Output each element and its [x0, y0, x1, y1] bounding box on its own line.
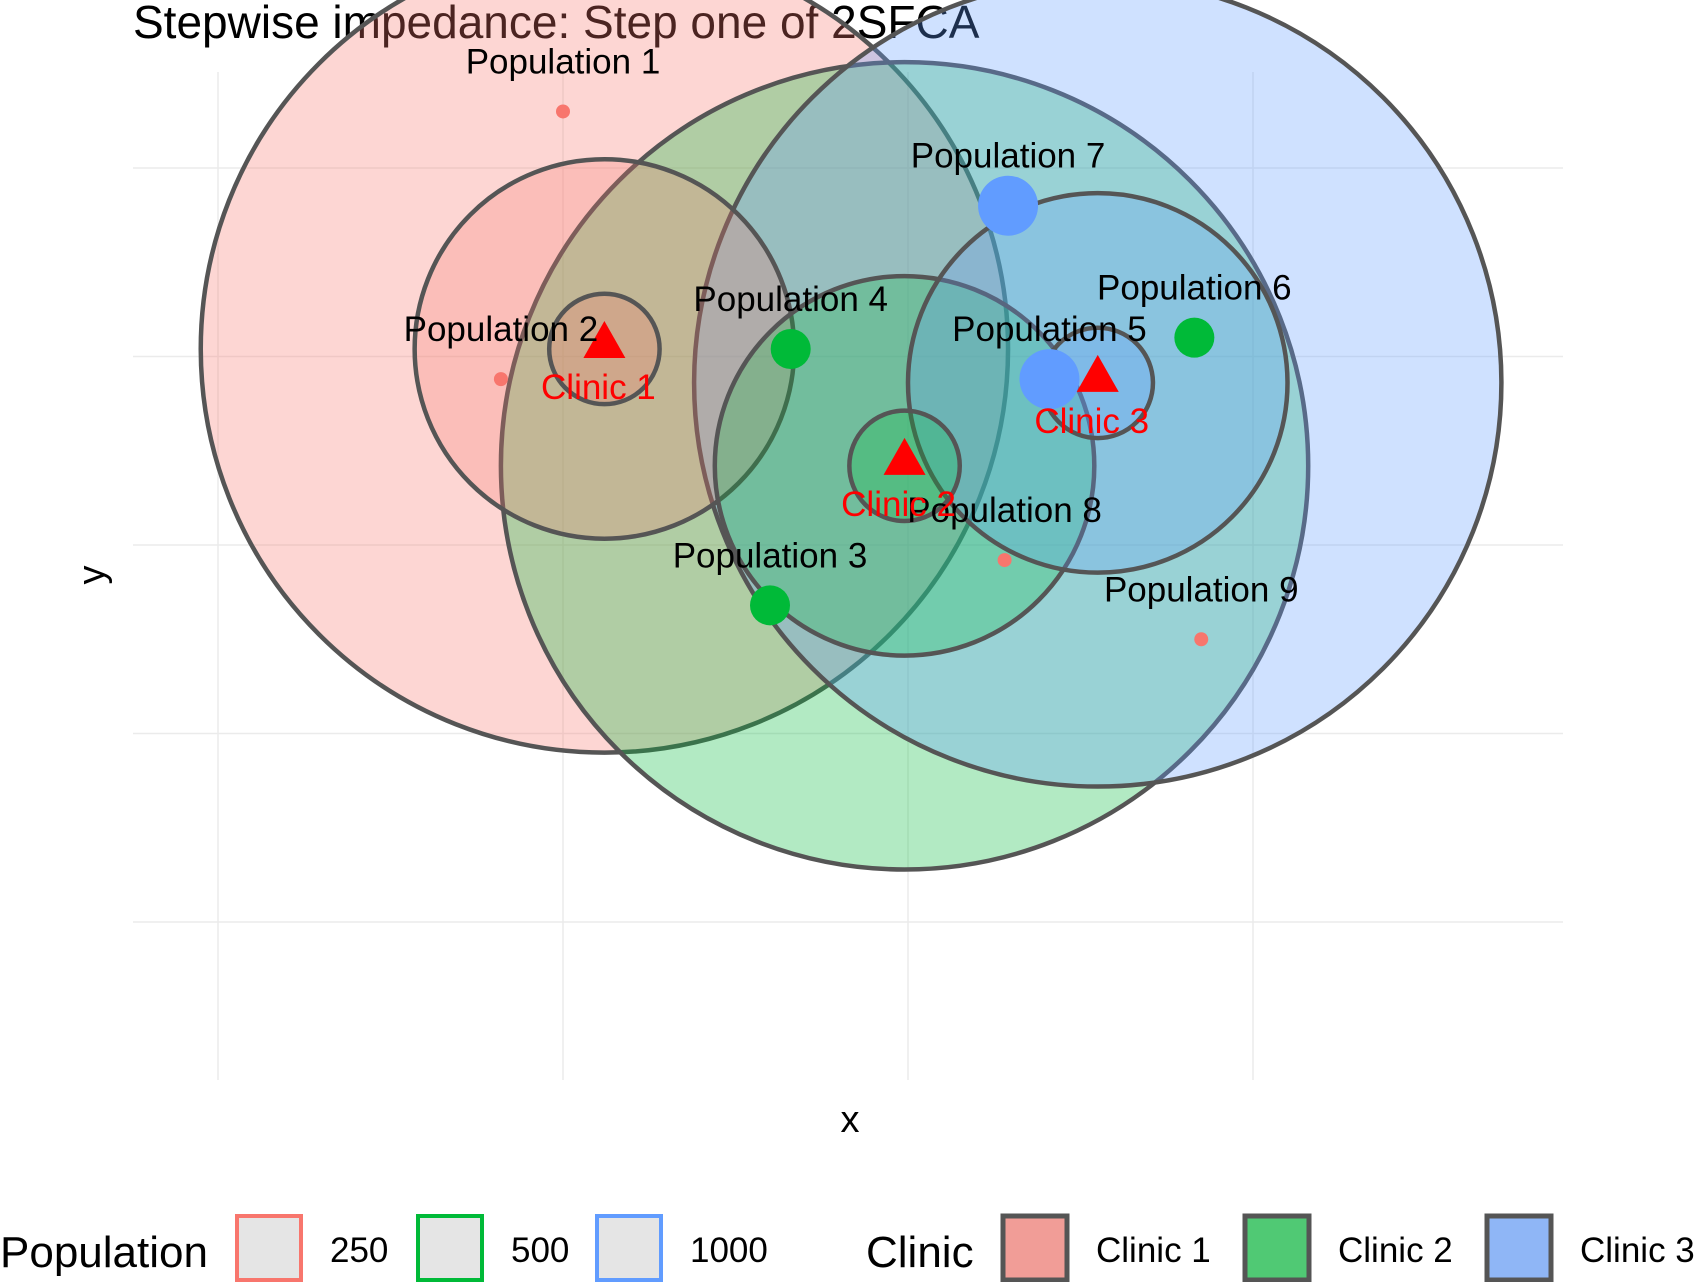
- legend-population-label-500: 500: [511, 1231, 569, 1270]
- clinic-marker-1: [583, 320, 626, 358]
- legend-population-label-250: 250: [330, 1231, 388, 1270]
- population-point-8: [997, 553, 1012, 568]
- population-label-1: Population 1: [466, 42, 661, 81]
- clinic-labels: Clinic 1 Clinic 2 Clinic 3: [541, 368, 1149, 524]
- clinic-label-1: Clinic 1: [541, 368, 656, 407]
- population-point-9: [1194, 632, 1209, 647]
- population-label-9: Population 9: [1104, 570, 1299, 609]
- chart-title: Stepwise impedance: Step one of 2SFCA: [133, 0, 980, 48]
- legend-clinic-key-2: [1242, 1213, 1312, 1282]
- population-point-2: [493, 372, 508, 387]
- population-points: [493, 104, 1215, 647]
- legend-clinic-keys: Clinic 1 Clinic 2 Clinic 3: [1000, 1213, 1695, 1282]
- legend-clinic-label-3: Clinic 3: [1580, 1231, 1695, 1270]
- population-labels: Population 1 Population 2 Population 3 Popu…: [404, 42, 1299, 609]
- legend-clinic-key-3: [1484, 1213, 1554, 1282]
- legend-title-clinic: Clinic: [866, 1228, 974, 1277]
- population-point-6: [1174, 317, 1215, 358]
- population-label-5: Population 5: [952, 310, 1147, 349]
- legend-clinic-label-1: Clinic 1: [1096, 1231, 1211, 1270]
- legend-population-label-1000: 1000: [690, 1231, 768, 1270]
- legend-clinic-label-2: Clinic 2: [1338, 1231, 1453, 1270]
- clinic-1-radius-ring-3: [198, 0, 1011, 755]
- y-axis-label: y: [71, 566, 113, 585]
- population-point-4: [770, 328, 811, 369]
- legend-title-population: Population: [0, 1228, 208, 1277]
- population-label-3: Population 3: [673, 536, 868, 575]
- x-axis-label: x: [841, 1099, 860, 1141]
- population-point-1: [556, 104, 570, 119]
- clinic-label-2: Clinic 2: [841, 485, 956, 524]
- population-label-8: Population 8: [907, 491, 1102, 530]
- population-label-2: Population 2: [404, 310, 599, 349]
- population-point-5: [1019, 349, 1080, 410]
- clinic-3-radius-ring-3: [691, 0, 1504, 789]
- clinic-label-3: Clinic 3: [1034, 402, 1149, 441]
- legend-clinic-key-1: [1000, 1213, 1070, 1282]
- legend-population-key-1000: [595, 1214, 663, 1282]
- population-point-3: [750, 585, 790, 626]
- population-label-4: Population 4: [693, 280, 888, 319]
- legend-population-keys: 250 500 1000: [235, 1214, 768, 1282]
- legend-population-key-250: [235, 1214, 303, 1282]
- population-point-7: [978, 175, 1039, 236]
- grid-lines: [133, 72, 1563, 1080]
- legend: Population 250 500 1000 Clinic Clinic 1 Cli…: [0, 1213, 1695, 1282]
- legend-population-key-500: [416, 1214, 484, 1282]
- clinic-marker-3: [1076, 354, 1119, 392]
- population-label-7: Population 7: [911, 137, 1106, 176]
- catchment-circles: [198, 0, 1504, 872]
- population-label-6: Population 6: [1097, 269, 1292, 308]
- clinic-marker-2: [883, 437, 926, 475]
- clinic-markers: [583, 320, 1119, 475]
